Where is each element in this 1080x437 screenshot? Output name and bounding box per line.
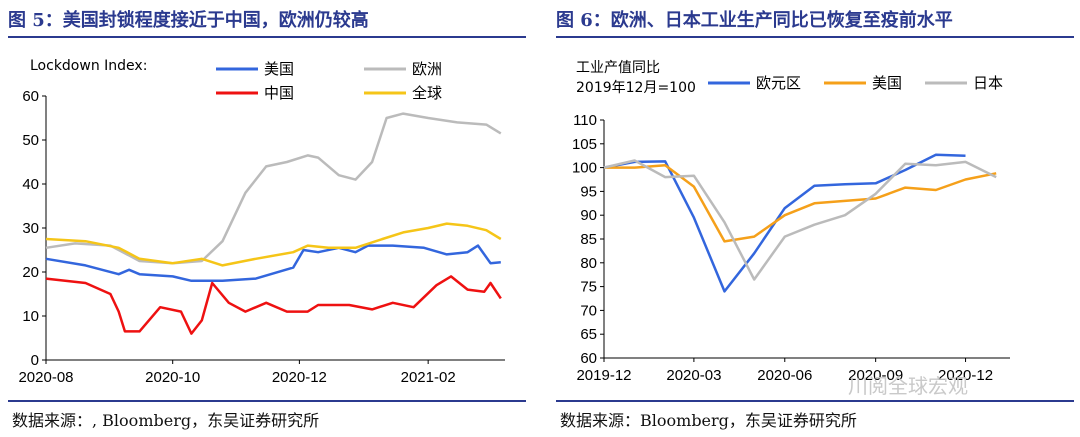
y-tick-label: 90 — [580, 207, 597, 224]
lockdown-index-chart: 0 10 20 30 40 50 60 2020-08 2020-10 2020-12 2021-0… — [18, 58, 505, 386]
x-tick-label: 2021-02 — [401, 369, 456, 386]
x-tick-label: 2020-08 — [18, 369, 73, 386]
series-line-2 — [45, 112, 502, 265]
right-source-note: 数据来源：Bloomberg，东吴证券研究所 — [560, 411, 857, 430]
legend-label-3: 中国 — [264, 84, 294, 102]
y-tick-label: 95 — [580, 183, 597, 200]
y-tick-label: 20 — [22, 264, 39, 281]
y-tick-label: 70 — [580, 302, 597, 319]
x-tick-label: 2020-10 — [145, 369, 200, 386]
x-tick-label: 2020-12 — [938, 367, 993, 384]
series-line-4 — [45, 222, 502, 267]
legend-label-2: 欧洲 — [412, 60, 442, 78]
legend-label-1: 美国 — [264, 60, 294, 78]
right-source-rule — [556, 400, 1074, 402]
series-line-3 — [603, 159, 997, 281]
series-line-2 — [604, 163, 997, 243]
y-tick-label: 110 — [573, 112, 597, 129]
y-axis-label-2: 2019年12月=100 — [576, 80, 696, 96]
y-tick-label: 75 — [580, 279, 597, 296]
y-tick-label: 85 — [580, 231, 597, 248]
series-line-1 — [45, 244, 501, 283]
y-tick-label: 10 — [22, 308, 39, 325]
y-tick-label: 50 — [22, 132, 39, 149]
left-figure-title: 图 5：美国封锁程度接近于中国，欧洲仍较高 — [8, 10, 369, 31]
legend-label-2: 美国 — [872, 74, 902, 92]
x-tick-label: 2020-03 — [666, 367, 721, 384]
series-line-1 — [603, 153, 966, 293]
y-tick-label: 0 — [31, 352, 39, 369]
y-tick-label: 105 — [572, 136, 597, 153]
x-tick-label: 2020-09 — [848, 367, 903, 384]
legend-label-4: 全球 — [412, 84, 442, 102]
y-axis-label: 工业产值同比 — [576, 60, 660, 76]
series-line-3 — [45, 275, 502, 335]
right-figure-title: 图 6：欧洲、日本工业生产同比已恢复至疫前水平 — [556, 10, 953, 31]
y-tick-label: 40 — [22, 176, 39, 193]
legend-label-3: 日本 — [973, 74, 1003, 92]
y-tick-label: 65 — [580, 326, 597, 343]
right-title-rule — [556, 36, 1074, 38]
left-source-rule — [8, 400, 526, 402]
legend-label-1: 欧元区 — [756, 74, 801, 92]
x-tick-label: 2020-06 — [757, 367, 812, 384]
industrial-production-chart: 60 65 70 75 80 85 90 95 100 105 110 2019-12 2020-03 2… — [572, 60, 1010, 384]
y-tick-label: 100 — [572, 160, 597, 177]
x-tick-label: 2020-12 — [272, 369, 327, 386]
y-tick-label: 60 — [22, 88, 39, 105]
left-title-rule — [8, 36, 526, 38]
y-tick-label: 30 — [22, 220, 39, 237]
x-tick-label: 2019-12 — [576, 367, 631, 384]
y-axis-label: Lockdown Index: — [30, 58, 147, 74]
watermark-text: 川阅全球宏观 — [848, 374, 968, 398]
left-source-note: 数据来源：, Bloomberg，东吴证券研究所 — [12, 411, 320, 430]
y-tick-label: 60 — [580, 350, 597, 367]
y-tick-label: 80 — [580, 255, 597, 272]
